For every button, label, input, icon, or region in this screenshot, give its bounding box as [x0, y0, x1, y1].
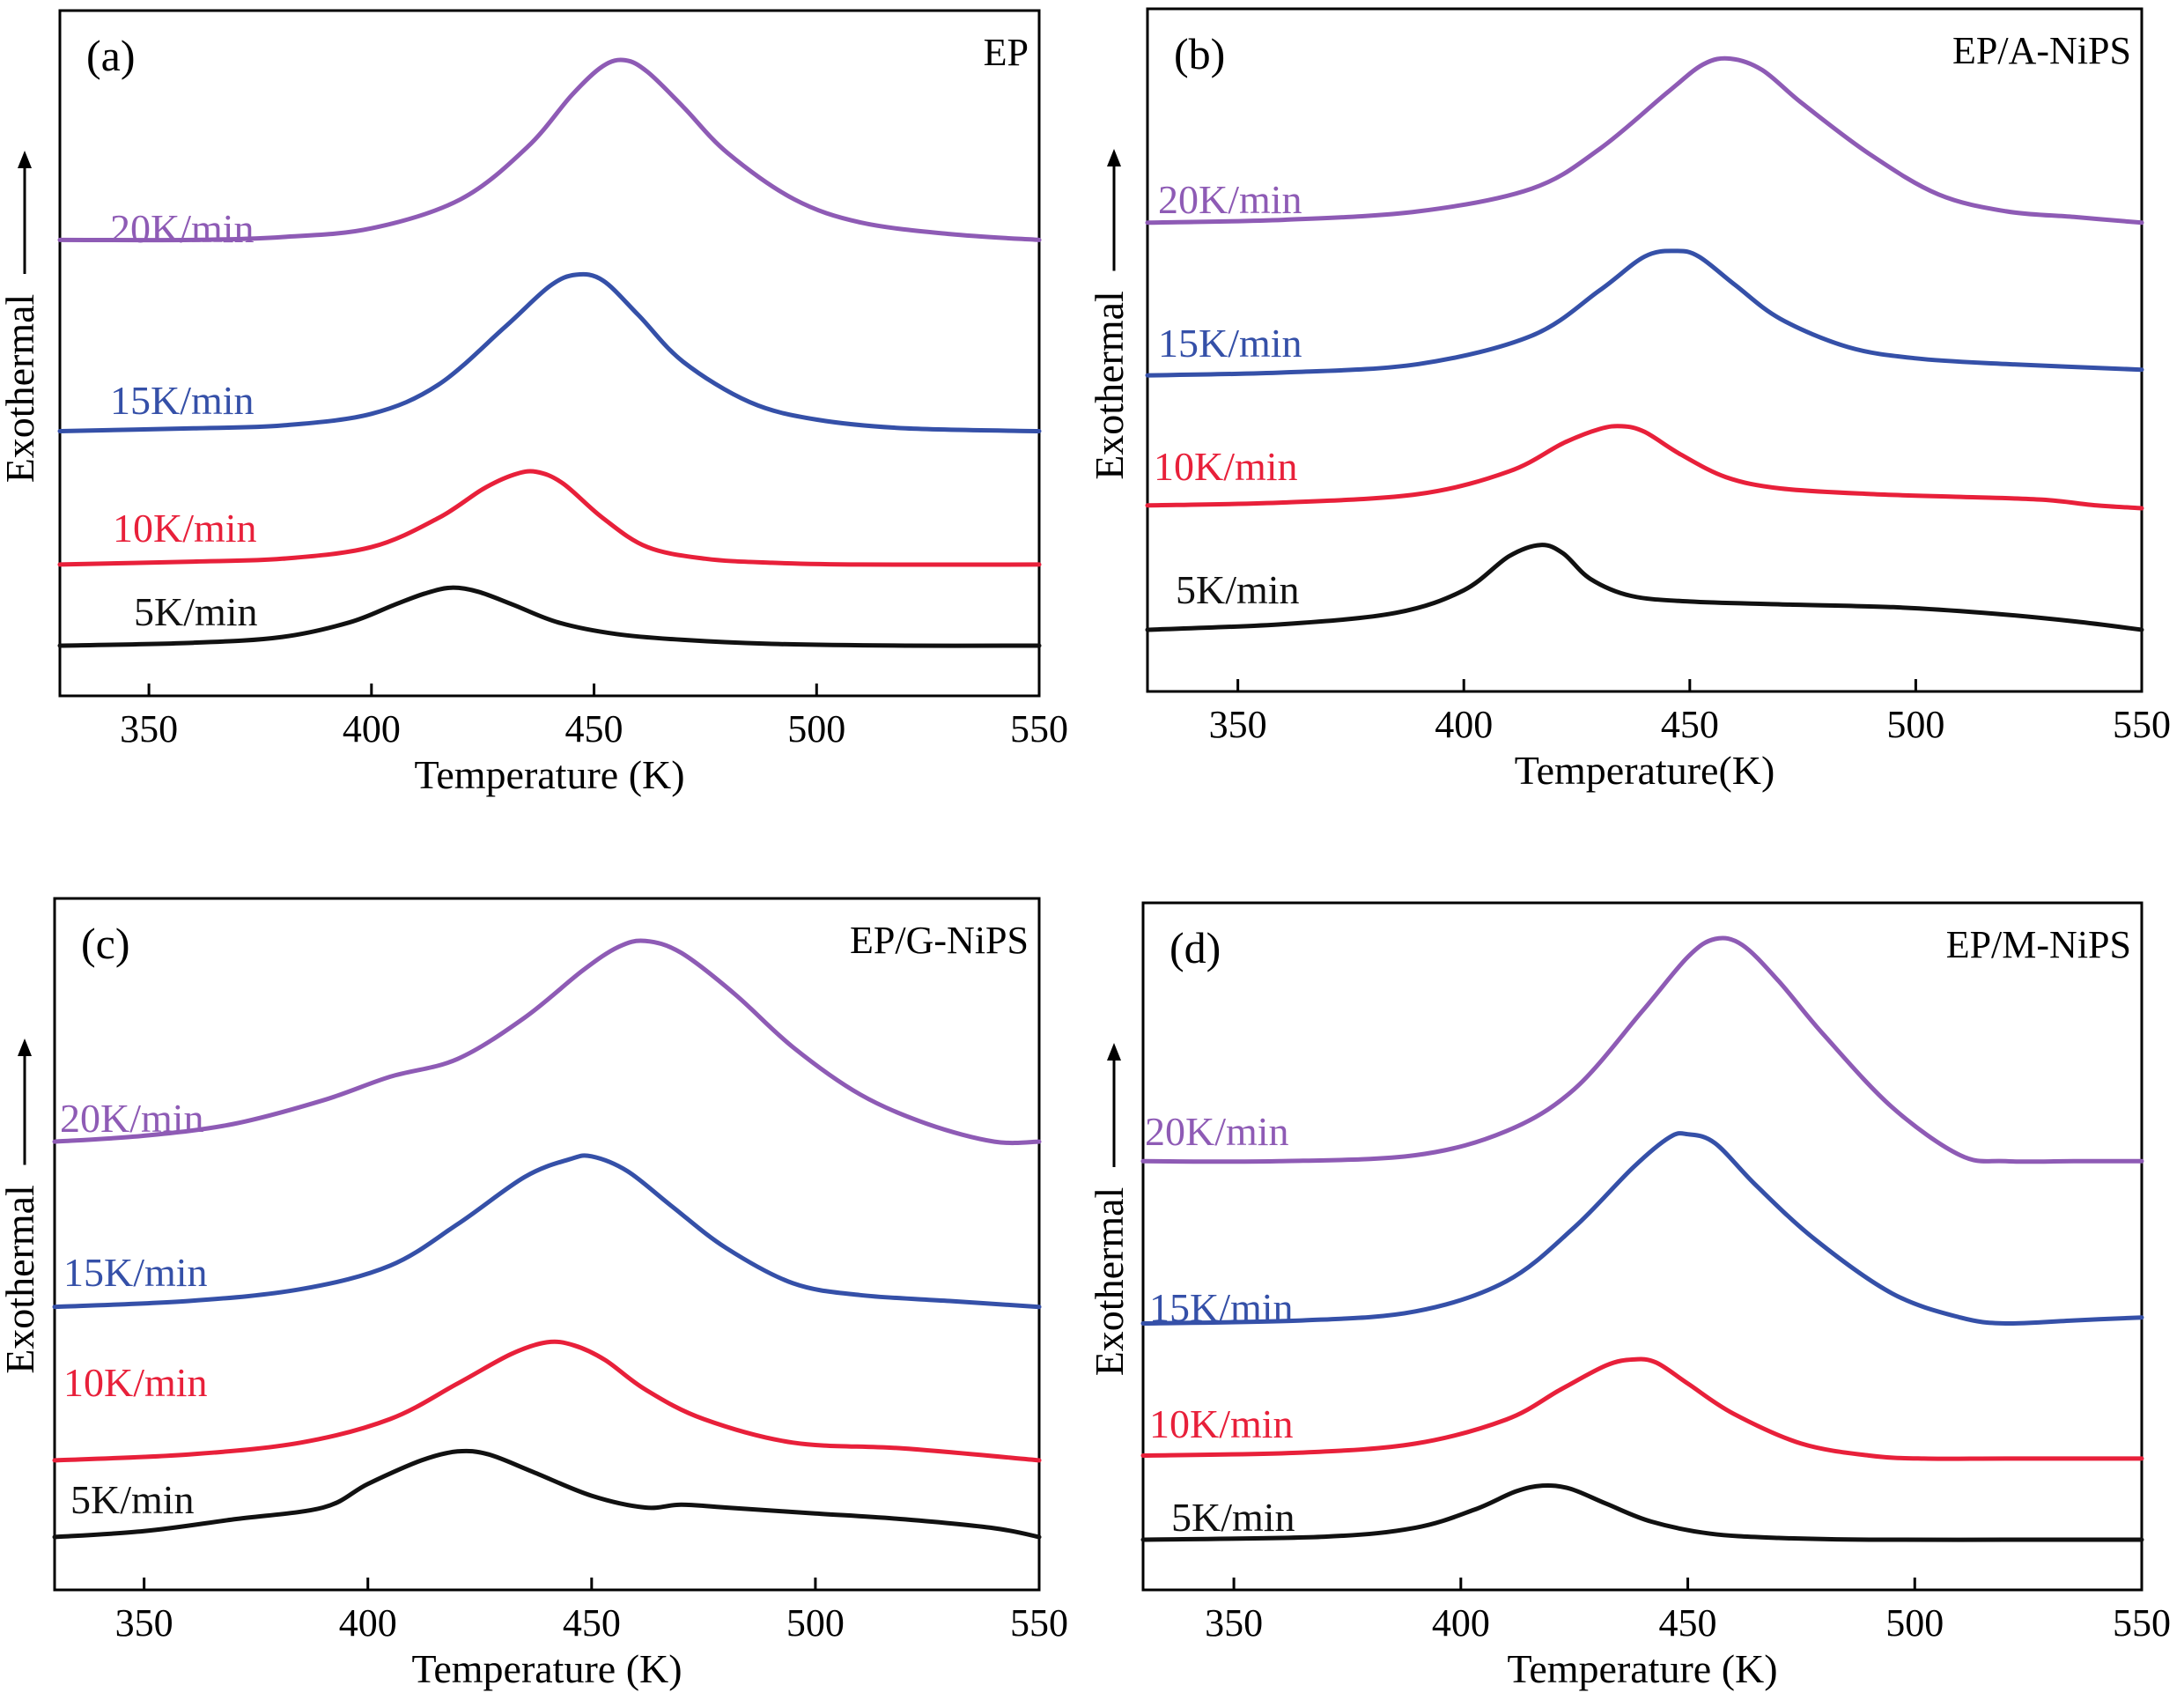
curve-label: 10K/min — [1154, 444, 1298, 489]
x-tick-label: 400 — [339, 1601, 397, 1645]
curve-label: 20K/min — [1158, 177, 1302, 222]
x-tick-label: 400 — [1435, 703, 1493, 746]
curve-label: 10K/min — [63, 1360, 208, 1405]
panel-label: (d) — [1169, 923, 1221, 972]
x-tick-label: 450 — [1661, 703, 1719, 746]
series-line-10K-per-min — [57, 469, 1042, 567]
x-tick-label: 500 — [786, 1601, 845, 1645]
y-arrow-head-icon — [1107, 1043, 1121, 1061]
x-tick-label: 450 — [563, 1601, 621, 1645]
x-axis-label: Temperature (K) — [414, 752, 684, 797]
curve-label: 15K/min — [1149, 1285, 1294, 1330]
curve-label: 20K/min — [60, 1096, 204, 1141]
panel-label: (c) — [81, 919, 130, 968]
curve-label: 10K/min — [1149, 1401, 1294, 1446]
series-line-20K-per-min — [1140, 935, 2144, 1164]
x-tick-label: 350 — [115, 1601, 173, 1645]
panel-a: 350 400 450 500 550 Temperature (K) Exothermal… — [0, 9, 1068, 797]
y-axis-label: Exothermal — [0, 1185, 42, 1374]
y-axis-label: Exothermal — [1087, 1187, 1132, 1377]
series-line-15K-per-min — [1140, 1131, 2144, 1327]
series-line-10K-per-min — [52, 1339, 1042, 1463]
x-tick-label: 550 — [2113, 703, 2171, 746]
x-axis-label: Temperature (K) — [1507, 1646, 1777, 1691]
y-arrow-head-icon — [18, 1038, 32, 1056]
x-tick-label: 400 — [343, 707, 401, 750]
x-tick-label: 450 — [1659, 1601, 1717, 1645]
series-line-5K-per-min — [52, 1448, 1042, 1540]
curve-label: 15K/min — [63, 1250, 208, 1295]
panel-label: (b) — [1174, 29, 1225, 78]
x-tick-label: 500 — [1886, 703, 1944, 746]
x-axis-label: Temperature (K) — [411, 1646, 682, 1691]
x-tick-label: 350 — [1209, 703, 1267, 746]
x-tick-label: 550 — [2113, 1601, 2171, 1645]
plot-frame — [1146, 7, 2143, 693]
series-line-20K-per-min — [52, 938, 1042, 1146]
series-line-15K-per-min — [52, 1153, 1042, 1310]
series-line-20K-per-min — [1145, 55, 2144, 225]
curve-label: 5K/min — [1171, 1495, 1295, 1540]
y-arrow-head-icon — [18, 151, 32, 168]
x-tick-label: 400 — [1432, 1601, 1490, 1645]
y-axis-label: Exothermal — [1087, 291, 1132, 480]
panel-label: (a) — [86, 31, 136, 80]
series-line-5K-per-min — [1145, 543, 2144, 632]
curve-label: 20K/min — [1145, 1109, 1289, 1154]
curve-label: 15K/min — [110, 378, 255, 423]
x-tick-label: 500 — [787, 707, 845, 750]
curve-label: 5K/min — [134, 589, 258, 634]
series-line-15K-per-min — [57, 271, 1042, 433]
panel-title: EP/A-NiPS — [1952, 29, 2131, 72]
panel-b: 350 400 450 500 550 Temperature(K) Exothermal (… — [1087, 7, 2171, 793]
series-line-5K-per-min — [1140, 1482, 2144, 1542]
curve-label: 15K/min — [1158, 321, 1302, 366]
y-axis-label: Exothermal — [0, 294, 42, 484]
series-line-15K-per-min — [1145, 248, 2144, 378]
curve-label: 5K/min — [70, 1477, 195, 1522]
x-tick-label: 550 — [1010, 707, 1068, 750]
x-tick-label: 350 — [1205, 1601, 1263, 1645]
x-axis-label: Temperature(K) — [1515, 748, 1775, 793]
curve-label: 20K/min — [110, 206, 255, 251]
series-line-5K-per-min — [57, 585, 1042, 648]
curve-label: 10K/min — [113, 506, 257, 551]
plot-frame — [1141, 901, 2143, 1592]
series-line-20K-per-min — [57, 57, 1042, 243]
panel-d: 350 400 450 500 550 Temperature (K) Exothermal… — [1087, 901, 2171, 1691]
x-tick-label: 450 — [565, 707, 623, 750]
series-line-10K-per-min — [1145, 424, 2144, 511]
panel-title: EP/G-NiPS — [850, 919, 1029, 962]
panel-title: EP/M-NiPS — [1946, 923, 2131, 966]
plot-frame — [53, 897, 1041, 1592]
x-tick-label: 550 — [1010, 1601, 1068, 1645]
panel-c: 350 400 450 500 550 Temperature (K) Exothermal… — [0, 897, 1068, 1691]
panel-title: EP — [984, 31, 1029, 74]
plot-frame — [58, 9, 1041, 698]
curve-label: 5K/min — [1176, 567, 1300, 612]
x-tick-label: 350 — [120, 707, 178, 750]
x-tick-label: 500 — [1885, 1601, 1944, 1645]
series-line-10K-per-min — [1140, 1356, 2144, 1461]
y-arrow-head-icon — [1107, 149, 1121, 166]
